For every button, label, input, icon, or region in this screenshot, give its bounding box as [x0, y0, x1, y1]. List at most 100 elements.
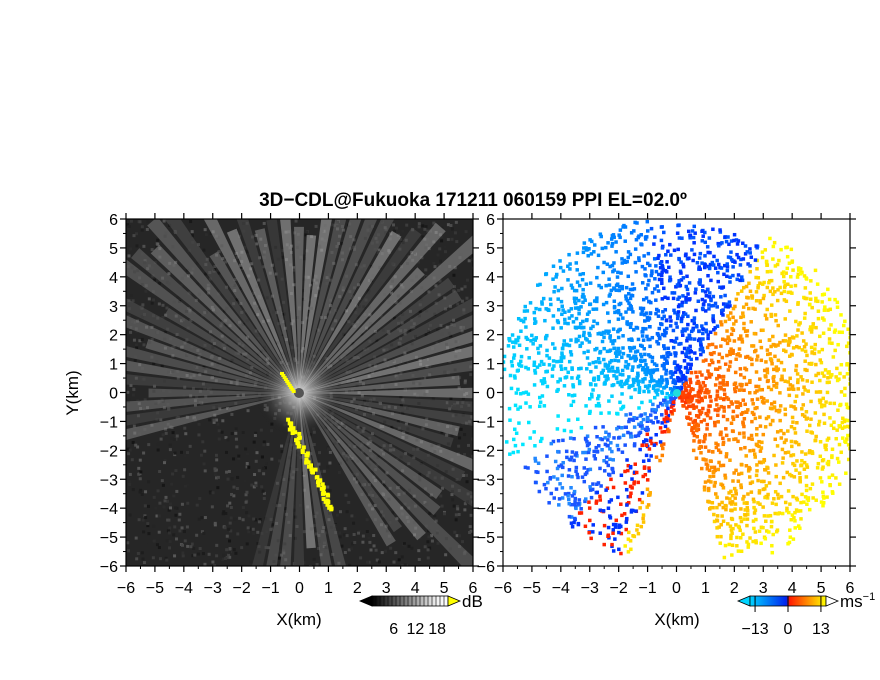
velocity-pixel: [615, 366, 620, 371]
velocity-pixel: [714, 345, 718, 349]
noise-pixel: [147, 532, 151, 536]
velocity-pixel: [688, 411, 692, 416]
velocity-pixel: [728, 349, 732, 354]
noise-pixel: [407, 544, 411, 548]
velocity-pixel: [538, 439, 543, 444]
noise-pixel: [208, 418, 212, 422]
velocity-pixel: [661, 378, 665, 382]
velocity-pixel: [734, 297, 739, 302]
noise-pixel: [127, 452, 131, 456]
velocity-pixel: [795, 344, 799, 349]
velocity-pixel: [703, 390, 707, 395]
velocity-pixel: [640, 334, 645, 338]
velocity-pixel: [698, 278, 702, 283]
velocity-pixel: [737, 472, 741, 476]
velocity-pixel: [646, 283, 650, 287]
noise-pixel: [352, 533, 356, 537]
velocity-pixel: [664, 318, 669, 323]
velocity-pixel: [696, 299, 701, 303]
velocity-pixel: [773, 511, 777, 516]
velocity-pixel: [606, 241, 610, 245]
noise-pixel: [292, 266, 296, 270]
velocity-pixel: [730, 500, 735, 504]
velocity-pixel: [727, 317, 732, 321]
velocity-pixel: [707, 449, 711, 453]
velocity-pixel: [576, 338, 580, 343]
yellow-pixel: [289, 424, 294, 429]
noise-pixel: [363, 399, 367, 403]
noise-pixel: [141, 303, 145, 307]
velocity-pixel: [507, 406, 512, 411]
velocity-pixel: [687, 384, 691, 388]
velocity-pixel: [668, 324, 673, 328]
velocity-pixel: [739, 462, 744, 467]
velocity-pixel: [598, 531, 602, 535]
velocity-pixel: [826, 308, 830, 312]
velocity-pixel: [818, 400, 822, 405]
velocity-pixel: [687, 334, 692, 338]
velocity-pixel: [547, 356, 552, 360]
velocity-pixel: [611, 531, 615, 535]
velocity-pixel: [546, 480, 550, 485]
velocity-pixel: [638, 424, 643, 428]
velocity-pixel: [669, 396, 673, 400]
velocity-pixel: [592, 250, 596, 254]
velocity-pixel: [628, 296, 633, 301]
velocity-pixel: [687, 400, 691, 404]
noise-pixel: [455, 505, 459, 509]
noise-pixel: [417, 260, 421, 264]
velocity-pixel: [738, 382, 742, 387]
x-tick-label: −2: [610, 580, 628, 597]
velocity-pixel: [748, 269, 752, 274]
velocity-pixel: [762, 514, 767, 518]
velocity-pixel: [591, 324, 595, 329]
velocity-pixel: [827, 327, 831, 331]
velocity-pixel: [756, 478, 760, 483]
velocity-pixel: [659, 277, 664, 282]
noise-pixel: [405, 431, 409, 435]
velocity-pixel: [597, 404, 602, 408]
velocity-pixel: [536, 346, 540, 351]
noise-pixel: [343, 527, 347, 531]
velocity-pixel: [649, 374, 654, 379]
velocity-pixel: [532, 317, 537, 321]
noise-pixel: [318, 451, 322, 455]
velocity-pixel: [788, 383, 793, 387]
velocity-pixel: [719, 320, 723, 324]
backscatter-beam: [299, 235, 473, 393]
velocity-pixel: [739, 549, 744, 554]
noise-pixel: [260, 485, 264, 489]
velocity-pixel: [827, 341, 832, 345]
velocity-pixel: [587, 411, 592, 415]
velocity-pixel: [775, 430, 780, 434]
velocity-pixel: [752, 499, 756, 504]
velocity-pixel: [735, 252, 739, 257]
velocity-pixel: [620, 392, 624, 396]
velocity-pixel: [626, 500, 631, 505]
velocity-pixel: [758, 424, 763, 428]
velocity-pixel: [707, 404, 711, 408]
noise-pixel: [426, 556, 430, 560]
velocity-pixel: [570, 286, 575, 290]
velocity-pixel: [713, 383, 718, 387]
velocity-pixel: [623, 425, 628, 430]
velocity-pixel: [674, 336, 679, 341]
noise-pixel: [200, 530, 204, 534]
velocity-pixel: [611, 528, 616, 532]
velocity-pixel: [728, 501, 732, 505]
velocity-pixel: [632, 480, 637, 484]
velocity-pixel: [745, 295, 749, 300]
velocity-pixel: [581, 333, 586, 338]
velocity-pixel: [622, 512, 627, 516]
noise-pixel: [182, 530, 186, 534]
velocity-pixel: [656, 383, 661, 388]
velocity-pixel: [688, 389, 692, 393]
noise-pixel: [169, 506, 173, 510]
velocity-pixel: [641, 306, 646, 311]
velocity-pixel: [612, 235, 616, 240]
velocity-pixel: [675, 231, 680, 235]
noise-pixel: [397, 345, 401, 349]
velocity-pixel: [793, 283, 798, 288]
noise-pixel: [135, 232, 139, 236]
noise-pixel: [162, 406, 166, 410]
